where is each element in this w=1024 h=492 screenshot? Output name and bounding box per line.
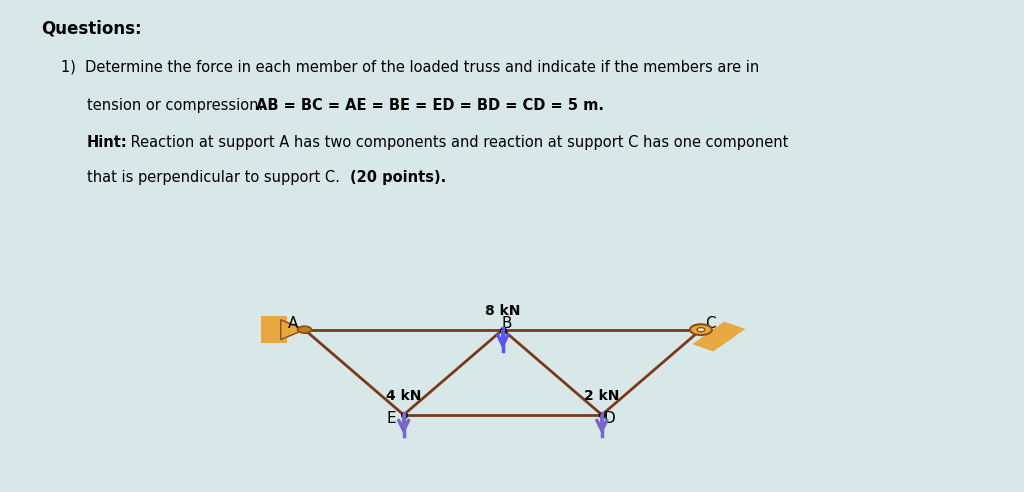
Text: B: B (502, 316, 512, 331)
Text: 2 kN: 2 kN (584, 389, 620, 403)
Circle shape (690, 324, 712, 335)
Circle shape (697, 328, 705, 332)
Text: tension or compression.: tension or compression. (87, 98, 268, 113)
Text: 8 kN: 8 kN (485, 304, 520, 318)
FancyBboxPatch shape (692, 322, 745, 351)
Text: (20 points).: (20 points). (350, 170, 446, 184)
Text: A: A (288, 316, 298, 331)
Text: Questions:: Questions: (41, 20, 141, 38)
Circle shape (298, 326, 311, 333)
Text: Hint:: Hint: (87, 135, 128, 150)
Text: C: C (706, 316, 716, 331)
Text: D: D (604, 411, 615, 426)
Text: 4 kN: 4 kN (386, 389, 421, 403)
Text: Reaction at support A has two components and reaction at support C has one compo: Reaction at support A has two components… (126, 135, 788, 150)
Polygon shape (281, 320, 304, 339)
Text: 1)  Determine the force in each member of the loaded truss and indicate if the m: 1) Determine the force in each member of… (61, 59, 760, 74)
Text: E: E (387, 411, 396, 426)
Text: that is perpendicular to support C.: that is perpendicular to support C. (87, 170, 349, 184)
Text: AB = BC = AE = BE = ED = BD = CD = 5 m.: AB = BC = AE = BE = ED = BD = CD = 5 m. (256, 98, 604, 113)
FancyBboxPatch shape (261, 316, 287, 343)
